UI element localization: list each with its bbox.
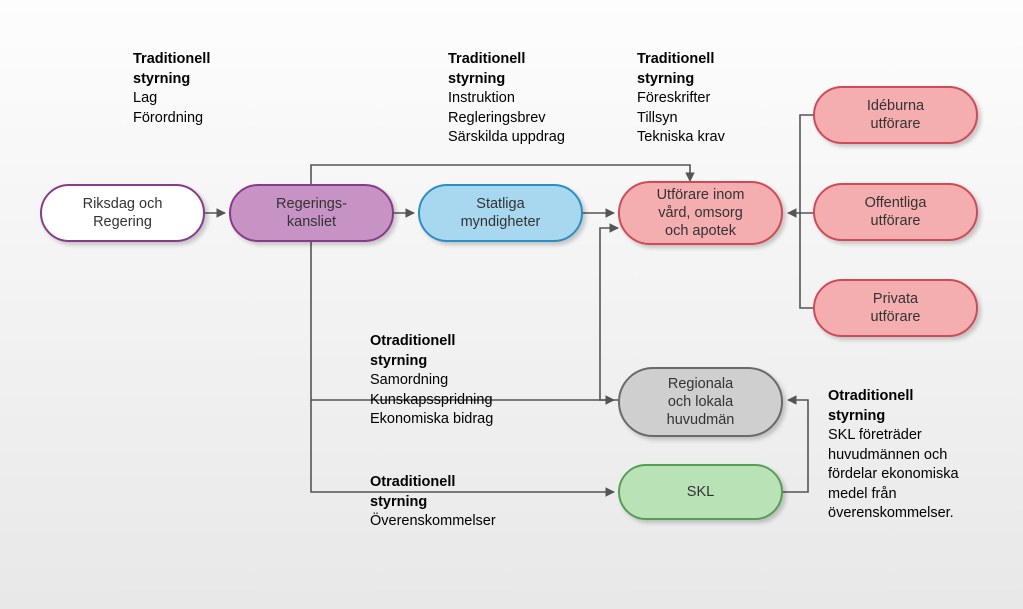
label-heading: Traditionellstyrning [637, 50, 725, 89]
node-utforare-vard: Utförare inomvård, omsorgoch apotek [618, 181, 783, 245]
label-body: SamordningKunskapsspridningEkonomiska bi… [370, 371, 493, 430]
node-skl: SKL [618, 464, 783, 520]
node-label: Idéburnautförare [867, 97, 924, 133]
label-traditionell-2: Traditionellstyrning InstruktionReglerin… [448, 50, 565, 148]
node-label: Statligamyndigheter [461, 195, 541, 231]
node-riksdag-regering: Riksdag ochRegering [40, 184, 205, 242]
connector-skl_to_regionala [783, 400, 808, 492]
node-label: Utförare inomvård, omsorgoch apotek [657, 186, 745, 240]
node-offentliga-utforare: Offentligautförare [813, 183, 978, 241]
label-otraditionell-mid: Otraditionellstyrning SamordningKunskaps… [370, 332, 493, 430]
node-privata-utforare: Privatautförare [813, 279, 978, 337]
label-body: InstruktionRegleringsbrevSärskilda uppdr… [448, 89, 565, 148]
label-body: SKL företräderhuvudmännen ochfördelar ek… [828, 426, 959, 524]
connector-regionala_to_utforare [600, 228, 618, 400]
label-heading: Traditionellstyrning [133, 50, 210, 89]
node-label: SKL [687, 483, 714, 501]
label-otraditionell-right: Otraditionellstyrning SKL företräderhuvu… [828, 387, 959, 524]
node-label: Regerings-kansliet [276, 195, 347, 231]
label-heading: Traditionellstyrning [448, 50, 565, 89]
label-traditionell-3: Traditionellstyrning FöreskrifterTillsyn… [637, 50, 725, 148]
node-label: Privatautförare [871, 290, 921, 326]
node-statliga-myndigheter: Statligamyndigheter [418, 184, 583, 242]
node-regionala-huvudman: Regionalaoch lokalahuvudmän [618, 367, 783, 437]
label-traditionell-1: Traditionellstyrning LagFörordning [133, 50, 210, 128]
connector-bracket_ide_priv [800, 115, 813, 308]
label-body: LagFörordning [133, 89, 210, 128]
node-label: Riksdag ochRegering [83, 195, 163, 231]
label-heading: Otraditionellstyrning [370, 332, 493, 371]
label-otraditionell-bot: Otraditionellstyrning Överenskommelser [370, 473, 496, 532]
node-label: Offentligautförare [865, 194, 927, 230]
label-heading: Otraditionellstyrning [828, 387, 959, 426]
connector-kansliet_up_over [311, 165, 690, 184]
node-label: Regionalaoch lokalahuvudmän [667, 375, 735, 429]
label-body: FöreskrifterTillsynTekniska krav [637, 89, 725, 148]
label-body: Överenskommelser [370, 512, 496, 532]
node-ideburna-utforare: Idéburnautförare [813, 86, 978, 144]
node-regeringskansliet: Regerings-kansliet [229, 184, 394, 242]
label-heading: Otraditionellstyrning [370, 473, 496, 512]
